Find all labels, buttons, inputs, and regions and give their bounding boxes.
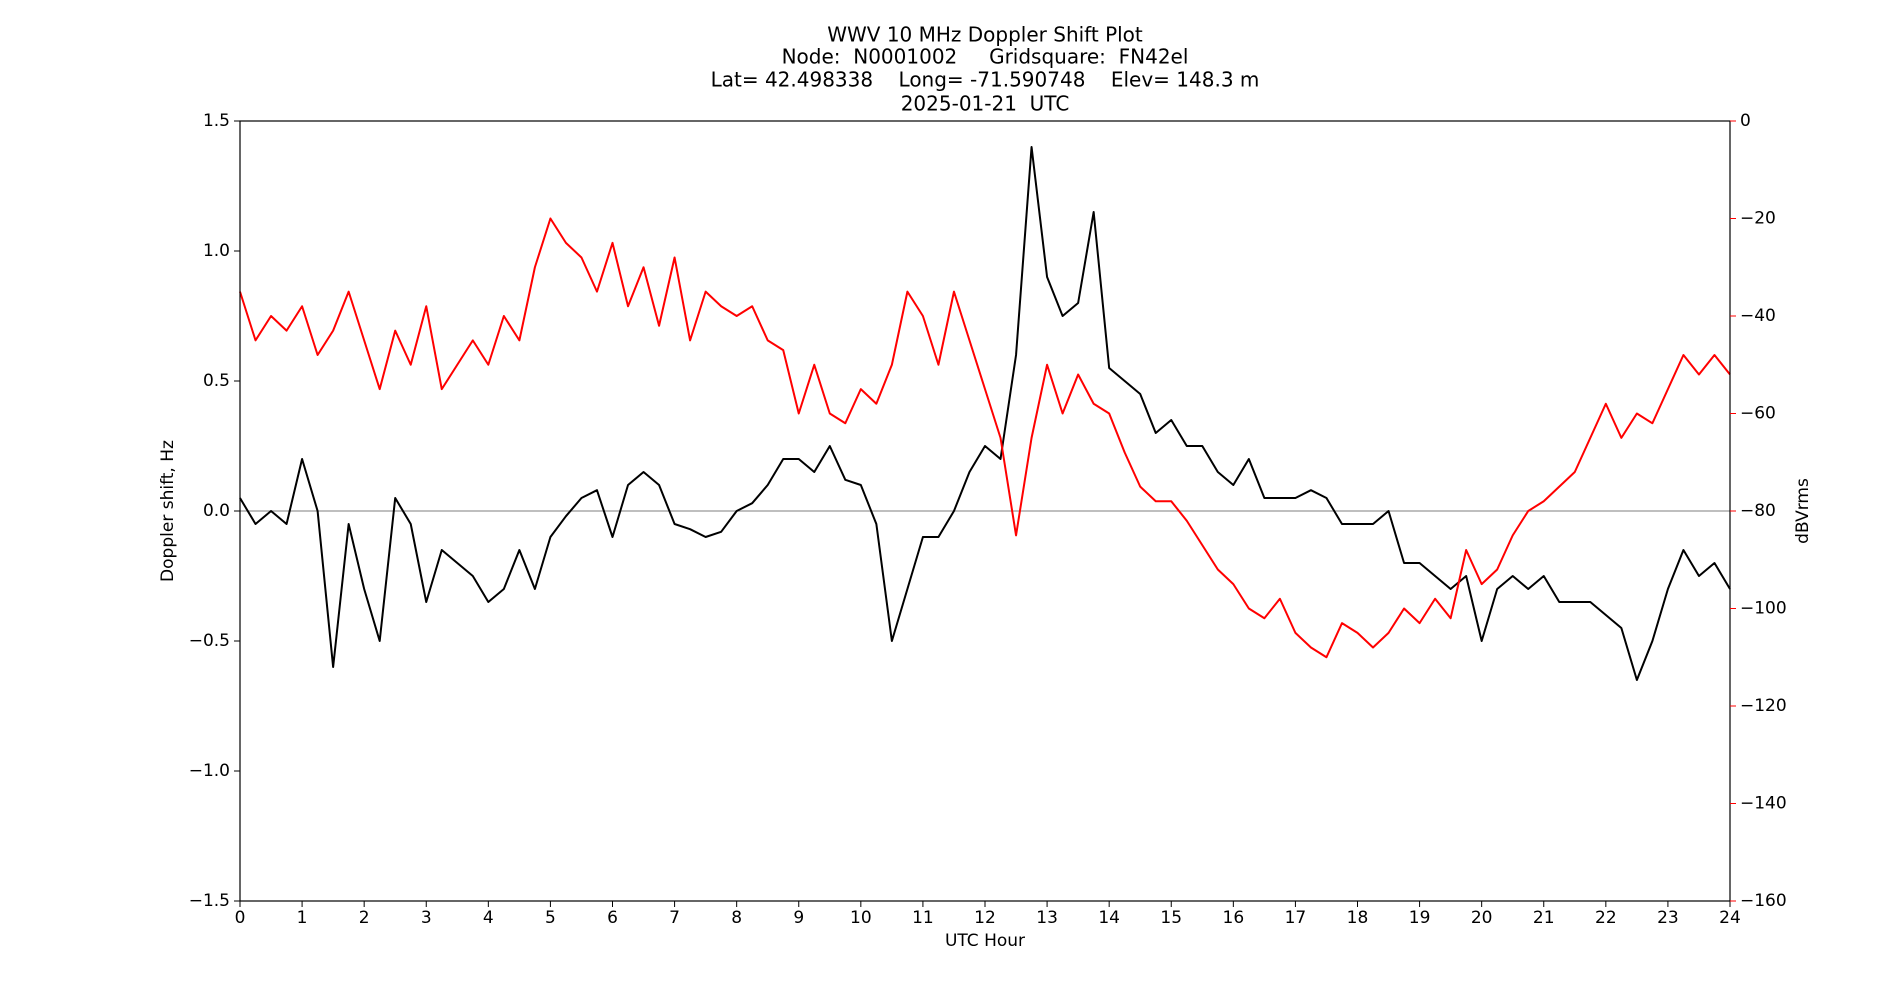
y2-tick-label: 0 bbox=[1740, 111, 1751, 131]
y-tick-label: 0.5 bbox=[203, 371, 230, 391]
y2-tick-label: −40 bbox=[1740, 306, 1776, 326]
x-tick-label: 4 bbox=[483, 908, 494, 928]
title-line: Lat= 42.498338 Long= -71.590748 Elev= 14… bbox=[711, 68, 1260, 92]
y-tick-label: 1.0 bbox=[203, 241, 230, 261]
x-tick-label: 21 bbox=[1533, 908, 1555, 928]
x-tick-label: 3 bbox=[421, 908, 432, 928]
y2-tick-label: −100 bbox=[1740, 599, 1787, 619]
y2-tick-label: −20 bbox=[1740, 209, 1776, 229]
x-tick-label: 5 bbox=[545, 908, 556, 928]
x-tick-label: 12 bbox=[974, 908, 996, 928]
x-tick-label: 15 bbox=[1160, 908, 1182, 928]
x-tick-label: 1 bbox=[297, 908, 308, 928]
title-line: WWV 10 MHz Doppler Shift Plot bbox=[827, 23, 1143, 47]
x-tick-label: 0 bbox=[235, 908, 246, 928]
x-tick-label: 8 bbox=[731, 908, 742, 928]
x-tick-label: 2 bbox=[359, 908, 370, 928]
x-axis-label: UTC Hour bbox=[945, 931, 1025, 951]
y2-tick-label: −80 bbox=[1740, 501, 1776, 521]
y2-axis-label: dBVrms bbox=[1793, 478, 1813, 544]
x-tick-label: 14 bbox=[1098, 908, 1120, 928]
y2-tick-label: −120 bbox=[1740, 696, 1787, 716]
x-tick-label: 24 bbox=[1719, 908, 1741, 928]
y2-tick-label: −160 bbox=[1740, 891, 1787, 911]
x-tick-label: 22 bbox=[1595, 908, 1617, 928]
x-tick-label: 19 bbox=[1409, 908, 1431, 928]
y-tick-label: 0.0 bbox=[203, 501, 230, 521]
title-line: Node: N0001002 Gridsquare: FN42el bbox=[782, 45, 1189, 69]
x-tick-label: 13 bbox=[1036, 908, 1058, 928]
series-line bbox=[239, 217, 1731, 659]
y2-tick-label: −60 bbox=[1740, 404, 1776, 424]
x-tick-label: 6 bbox=[607, 908, 618, 928]
y-tick-label: 1.5 bbox=[203, 111, 230, 131]
y-tick-label: −1.5 bbox=[189, 891, 230, 911]
x-tick-label: 16 bbox=[1223, 908, 1245, 928]
series-line bbox=[239, 146, 1731, 681]
x-tick-label: 11 bbox=[912, 908, 934, 928]
x-tick-label: 20 bbox=[1471, 908, 1493, 928]
x-tick-label: 9 bbox=[793, 908, 804, 928]
y2-tick-label: −140 bbox=[1740, 794, 1787, 814]
x-tick-label: 10 bbox=[850, 908, 872, 928]
title-line: 2025-01-21 UTC bbox=[901, 92, 1070, 116]
y-tick-label: −1.0 bbox=[189, 761, 230, 781]
y-axis-label: Doppler shift, Hz bbox=[158, 440, 178, 582]
y-tick-label: −0.5 bbox=[189, 631, 230, 651]
x-tick-label: 7 bbox=[669, 908, 680, 928]
x-tick-label: 18 bbox=[1347, 908, 1369, 928]
x-tick-label: 17 bbox=[1285, 908, 1307, 928]
x-tick-label: 23 bbox=[1657, 908, 1679, 928]
